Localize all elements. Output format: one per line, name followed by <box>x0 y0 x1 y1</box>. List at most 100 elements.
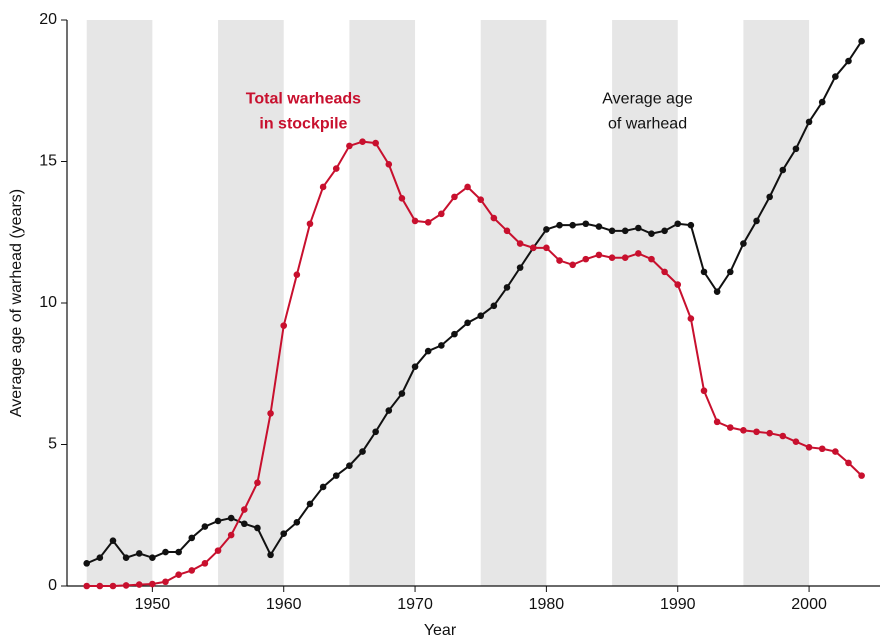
point <box>753 428 760 436</box>
point <box>254 524 261 532</box>
point <box>122 582 130 589</box>
point <box>306 220 314 228</box>
point <box>96 582 104 590</box>
point <box>254 479 261 487</box>
point <box>293 519 301 526</box>
point <box>595 251 603 259</box>
point <box>398 194 406 202</box>
point <box>805 444 813 451</box>
point <box>109 582 117 590</box>
x-axis-label: Year <box>424 622 457 639</box>
point <box>648 255 655 263</box>
annotation: of warhead <box>608 115 687 132</box>
point <box>674 281 682 288</box>
point <box>135 581 143 588</box>
point <box>201 560 209 567</box>
point <box>109 537 117 545</box>
point <box>621 227 629 235</box>
point <box>766 193 773 201</box>
point <box>832 73 839 80</box>
point <box>188 567 196 574</box>
point <box>661 268 668 276</box>
shaded-band <box>86 20 153 586</box>
point <box>359 138 366 145</box>
point <box>687 221 695 229</box>
point <box>766 429 773 437</box>
x-tick-label: 1950 <box>135 596 171 613</box>
point <box>858 37 865 45</box>
point <box>661 227 668 235</box>
annotation: in stockpile <box>259 115 347 132</box>
point <box>280 322 288 329</box>
point <box>372 139 379 147</box>
annotation: Average age <box>602 90 693 107</box>
point <box>582 220 590 228</box>
point <box>319 183 327 191</box>
point <box>582 255 590 263</box>
point <box>346 462 353 470</box>
point <box>726 424 734 431</box>
point <box>569 261 576 269</box>
point <box>359 448 366 455</box>
point <box>845 459 852 467</box>
point <box>398 390 406 397</box>
point <box>411 363 419 370</box>
point <box>477 312 485 320</box>
point <box>818 98 826 106</box>
shaded-band <box>480 20 547 586</box>
point <box>241 506 248 513</box>
x-tick-label: 2000 <box>791 596 827 613</box>
y-tick-label: 5 <box>48 436 57 453</box>
point <box>845 57 852 65</box>
point <box>464 183 471 191</box>
x-tick-label: 1990 <box>660 596 696 613</box>
point <box>214 517 222 525</box>
point <box>490 302 498 310</box>
point <box>280 530 288 537</box>
point <box>858 472 865 479</box>
point <box>227 514 235 522</box>
point <box>713 418 721 426</box>
point <box>792 145 800 153</box>
point <box>332 472 340 479</box>
point <box>438 210 445 218</box>
point <box>779 166 787 174</box>
shaded-band <box>743 20 810 586</box>
point <box>175 571 182 578</box>
shaded-band <box>218 20 284 586</box>
x-tick-label: 1970 <box>397 596 433 613</box>
point <box>188 534 196 542</box>
y-axis-label: Average age of warhead (years) <box>8 189 25 417</box>
point <box>569 221 576 229</box>
point <box>227 531 235 539</box>
point <box>201 523 209 530</box>
point <box>635 250 642 257</box>
point <box>556 221 563 229</box>
point <box>96 554 104 561</box>
point <box>385 161 393 168</box>
point <box>595 223 603 230</box>
point <box>267 551 274 559</box>
point <box>543 226 550 233</box>
point <box>529 244 537 252</box>
point <box>490 214 498 222</box>
point <box>451 330 458 338</box>
point <box>346 142 353 150</box>
point <box>648 230 655 237</box>
point <box>556 257 563 264</box>
point <box>503 284 511 291</box>
point <box>438 342 445 349</box>
point <box>424 219 432 226</box>
annotation: Total warheads <box>246 90 361 107</box>
x-tick-label: 1980 <box>529 596 565 613</box>
point <box>241 520 248 528</box>
shaded-band <box>349 20 416 586</box>
y-tick-label: 10 <box>39 294 57 311</box>
y-tick-label: 15 <box>39 153 57 170</box>
point <box>792 438 800 445</box>
point <box>83 560 91 567</box>
point <box>306 500 314 508</box>
point <box>135 550 143 557</box>
point <box>516 264 524 271</box>
